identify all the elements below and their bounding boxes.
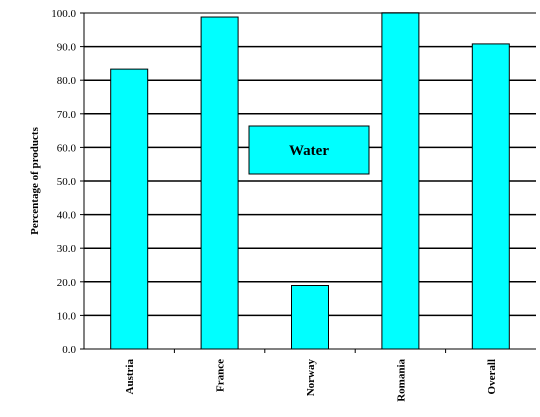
bar-romania xyxy=(381,12,420,350)
bar-france xyxy=(200,16,239,350)
y-tick-label: 0.0 xyxy=(62,344,76,356)
x-tick-label-norway: Norway xyxy=(305,359,317,397)
y-tick-label: 100.0 xyxy=(51,8,76,20)
y-tick-label: 20.0 xyxy=(57,277,77,289)
x-tick-label-overall: Overall xyxy=(486,359,498,394)
y-tick-label: 40.0 xyxy=(57,210,77,222)
y-tick-label: 60.0 xyxy=(57,142,77,154)
legend-box xyxy=(248,125,370,175)
y-tick-label: 50.0 xyxy=(57,176,77,188)
x-tick-label-romania: Romania xyxy=(395,359,407,402)
x-tick-label-france: France xyxy=(215,359,227,392)
x-tick-label-austria: Austria xyxy=(124,359,136,395)
bar-austria xyxy=(110,68,149,350)
y-tick-label: 30.0 xyxy=(57,243,77,255)
y-tick-label: 10.0 xyxy=(57,310,77,322)
y-tick-labels: 0.0 10.0 20.0 30.0 40.0 50.0 60.0 70.0 80.0 90.0 1… xyxy=(51,8,76,356)
legend-label-water: Water xyxy=(289,143,329,159)
y-axis-title: Percentage of products xyxy=(29,126,41,234)
legend: Water xyxy=(248,125,370,175)
bar-overall xyxy=(471,43,510,350)
bar-norway xyxy=(291,284,329,350)
x-tick-labels: Austria France Norway Romania Overall xyxy=(124,359,498,402)
axes xyxy=(80,12,536,353)
y-tick-label: 90.0 xyxy=(57,42,77,54)
y-tick-label: 80.0 xyxy=(57,75,77,87)
y-tick-label: 70.0 xyxy=(57,109,77,121)
